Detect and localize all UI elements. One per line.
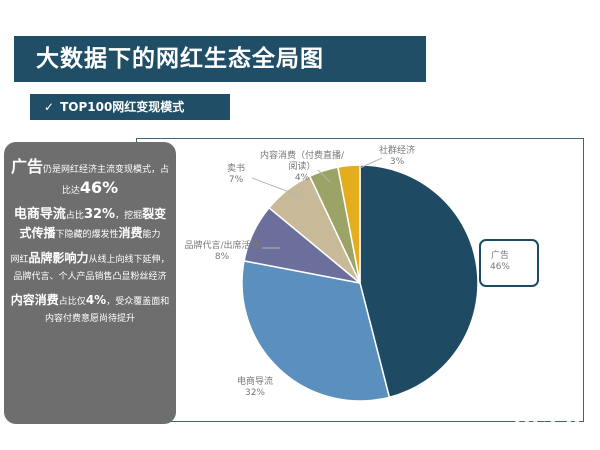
slice-value-label: 8% (215, 252, 230, 262)
slice-label: 卖书 (227, 163, 245, 174)
slice-value-label: 3% (390, 157, 405, 167)
slice-value-label: 7% (229, 175, 244, 185)
summary-brand: 网红品牌影响力从线上向线下延伸，品牌代言、个人产品销售凸显粉丝经济 (10, 250, 170, 286)
subtitle-text: TOP100网红变现模式 (60, 100, 185, 114)
watermark: USER (512, 415, 582, 440)
summary-ecommerce: 电商导流占比32%，挖掘裂变式传播下隐藏的爆发性消费能力 (10, 206, 170, 244)
slice-label: 社群经济 (379, 144, 415, 156)
slice-label: 阅读） (288, 160, 315, 172)
summary-ecommerce-text: 占比 (65, 211, 84, 221)
page-title: 大数据下的网红生态全局图 (14, 36, 426, 82)
leader-line (317, 169, 331, 183)
pie-slice (241, 260, 391, 402)
slice-value-label: 46% (490, 262, 510, 272)
summary-brand-keyword: 品牌影响力 (28, 251, 89, 265)
slice-value-label: 4% (295, 173, 310, 183)
slice-label: 品牌代言/出席活动 (184, 239, 259, 251)
highlight-box (479, 239, 539, 287)
summary-ad: 广告仍是网红经济主流变现模式，占比达46% (10, 158, 170, 200)
summary-content-text-2: ，受众覆盖面和内容付费意愿尚待提升 (44, 297, 170, 324)
slice-label: 电商导流 (237, 375, 273, 387)
summary-ad-percent: 46% (79, 178, 119, 197)
summary-viral-keyword: 裂变式传播 (19, 207, 167, 240)
summary-content-text: 占比仅 (58, 297, 86, 307)
check-icon: ✓ (44, 100, 55, 114)
leader-line (359, 157, 383, 169)
leader-line (251, 177, 301, 197)
slice-label: 广告 (491, 249, 509, 261)
summary-ad-text: 仍是网红经济主流变现模式，占比达 (43, 165, 170, 196)
summary-ecommerce-keyword: 电商导流 (13, 207, 66, 222)
summary-consumption-keyword: 消费 (118, 226, 143, 240)
summary-ecommerce-text-4: 能力 (142, 230, 161, 240)
summary-content-percent: 4% (85, 293, 107, 307)
slice-label: 内容消费（付费直播/ (260, 149, 345, 161)
section-subtitle: ✓ TOP100网红变现模式 (30, 94, 230, 120)
pie-slice (337, 164, 361, 284)
summary-ecommerce-text-3: 下隐藏的爆发性 (55, 230, 119, 240)
summary-ad-keyword: 广告 (10, 157, 43, 176)
summary-content-keyword: 内容消费 (10, 293, 59, 307)
slice-value-label: 32% (245, 388, 265, 398)
pie-slice (359, 164, 479, 399)
summary-ecommerce-percent: 32% (83, 207, 116, 222)
summary-content: 内容消费占比仅4%，受众覆盖面和内容付费意愿尚待提升 (10, 292, 170, 328)
summary-brand-text: 网红 (10, 255, 29, 265)
summary-ecommerce-text-2: ，挖掘 (115, 211, 143, 221)
summary-brand-text-2: 从线上向线下延伸，品牌代言、个人产品销售凸显粉丝经济 (13, 255, 170, 282)
summary-panel: 广告仍是网红经济主流变现模式，占比达46% 电商导流占比32%，挖掘裂变式传播下… (4, 142, 176, 424)
